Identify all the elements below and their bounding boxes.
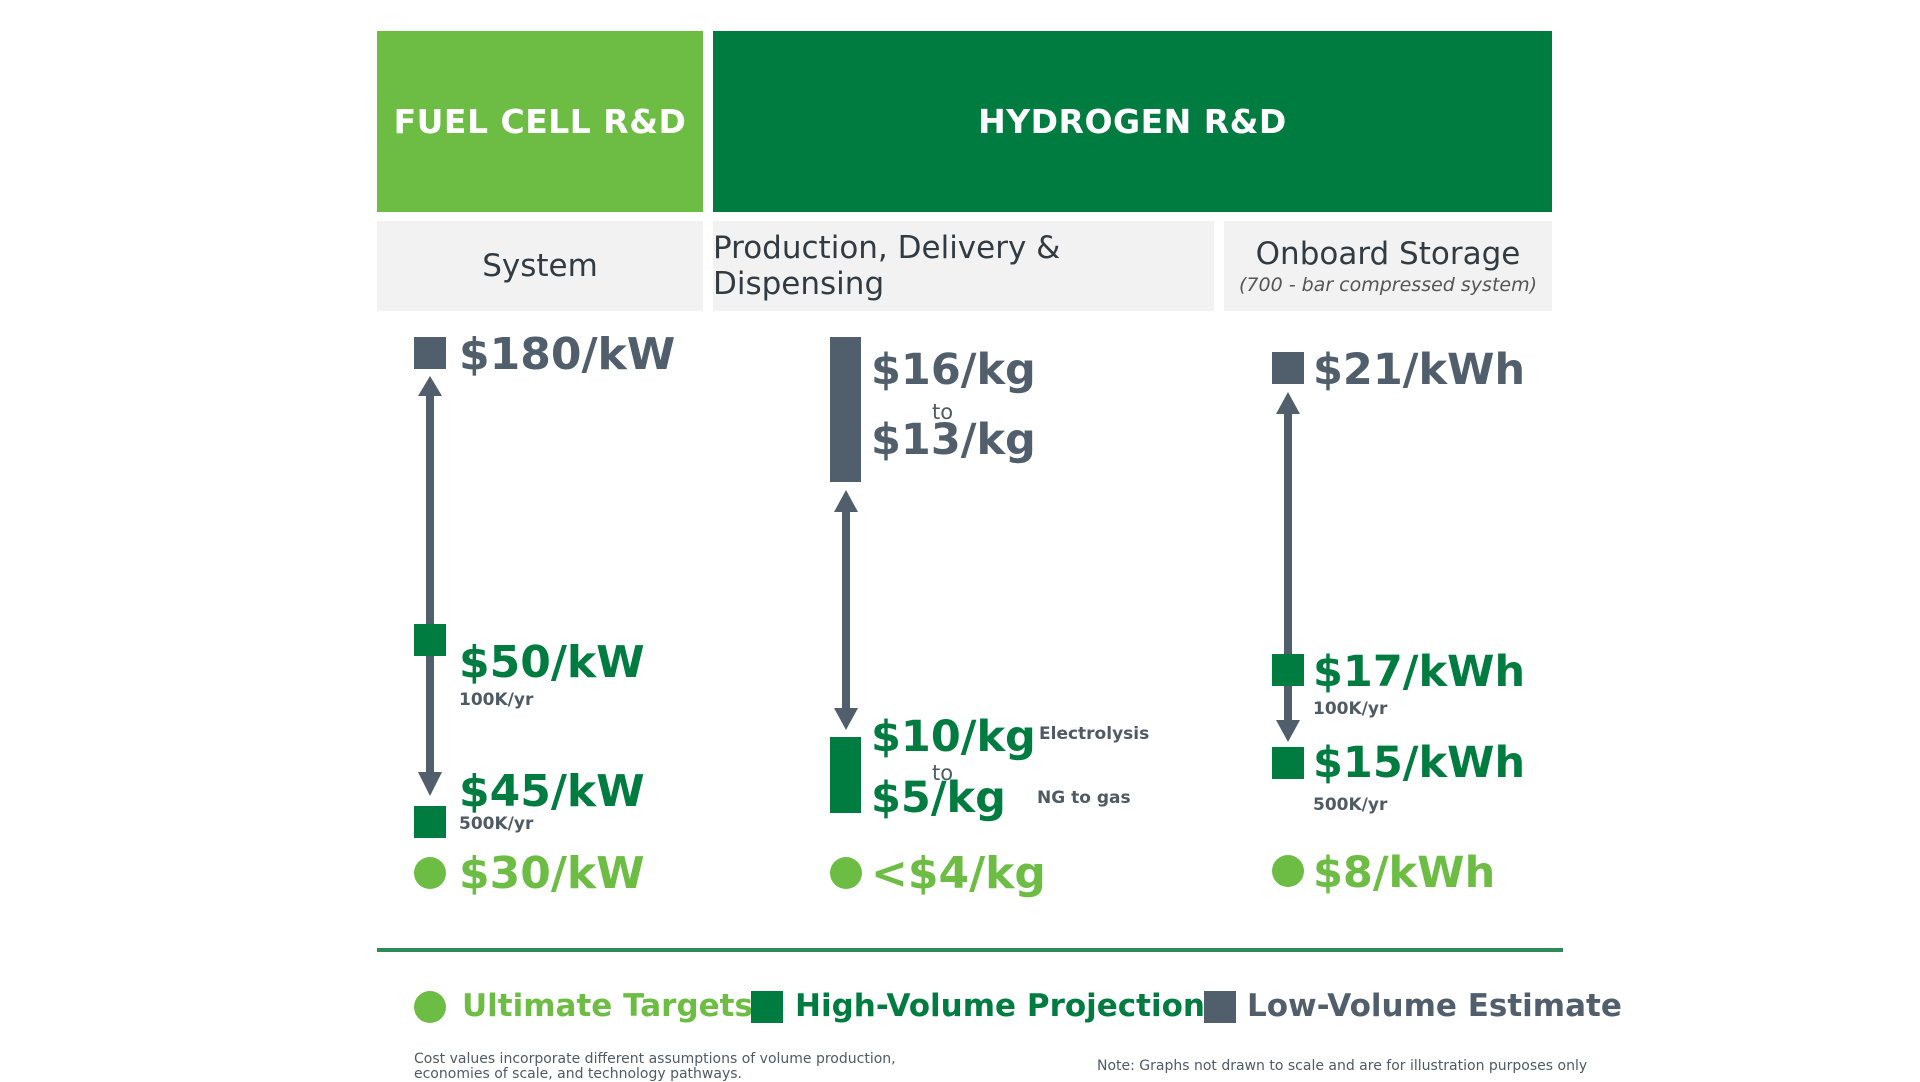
production-ultimate-circle-icon [830,857,862,889]
footnote-left: Cost values incorporate different assump… [414,1052,896,1081]
production-low-volume-top-value: $16/kg [871,345,1036,395]
fuel-cell-header-label: FUEL CELL R&D [393,102,687,141]
storage-ultimate-value: $8/kWh [1313,848,1496,898]
production-column-header: Production, Delivery & Dispensing [713,221,1214,311]
system-ultimate-circle-icon [414,857,446,889]
production-ng-to-gas-note: NG to gas [1037,788,1131,808]
system-high-volume-2-square-icon [414,806,446,838]
storage-low-volume-square-icon [1272,352,1304,384]
system-low-volume-value: $180/kW [459,329,676,380]
system-high-volume-1-value: $50/kW [459,637,645,688]
system-high-volume-2-value: $45/kW [459,766,645,817]
legend-ultimate-targets: Ultimate Targets [462,988,753,1024]
system-high-volume-1-square-icon [414,624,446,656]
production-low-volume-to: to [932,400,954,424]
footnote-left-line1: Cost values incorporate different assump… [414,1051,896,1067]
hydrogen-header: HYDROGEN R&D [713,31,1552,212]
storage-high-volume-1-value: $17/kWh [1313,647,1526,697]
production-high-volume-bottom-value: $5/kg [871,773,1006,823]
storage-column-subtitle: (700 - bar compressed system) [1239,274,1537,296]
storage-ultimate-circle-icon [1272,855,1304,887]
footnote-right: Note: Graphs not drawn to scale and are … [1097,1058,1588,1074]
legend-divider [377,948,1563,952]
high-volume-square-icon [751,991,783,1023]
legend-high-volume-projection: High-Volume Projection [795,988,1205,1024]
storage-range-arrow [1276,392,1300,742]
storage-column-header: Onboard Storage (700 - bar compressed sy… [1224,221,1552,311]
storage-high-volume-1-square-icon [1272,654,1304,686]
storage-high-volume-2-square-icon [1272,747,1304,779]
production-low-volume-bottom-value: $13/kg [871,415,1036,465]
storage-high-volume-2-value: $15/kWh [1313,738,1526,788]
storage-column-title: Onboard Storage [1255,236,1521,272]
fuel-cell-header: FUEL CELL R&D [377,31,703,212]
system-range-arrow [418,376,442,796]
system-high-volume-2-volume: 500K/yr [459,814,534,834]
legend-low-volume-estimate: Low-Volume Estimate [1247,988,1622,1024]
production-high-volume-to: to [932,761,954,785]
production-low-volume-bar-icon [830,337,861,482]
production-high-volume-top-value: $10/kg [871,712,1036,762]
production-electrolysis-note: Electrolysis [1039,724,1150,744]
system-column-header: System [377,221,703,311]
footnote-left-line2: economies of scale, and technology pathw… [414,1065,742,1082]
production-high-volume-bar-icon [830,737,861,813]
production-ultimate-value: <$4/kg [871,848,1046,899]
system-column-title: System [482,248,598,284]
ultimate-targets-circle-icon [414,991,446,1023]
system-low-volume-square-icon [414,337,446,369]
storage-high-volume-2-volume: 500K/yr [1313,795,1388,815]
production-column-title: Production, Delivery & Dispensing [713,230,1061,302]
storage-high-volume-1-volume: 100K/yr [1313,699,1388,719]
storage-low-volume-value: $21/kWh [1313,345,1526,395]
production-range-arrow [834,490,858,730]
hydrogen-header-label: HYDROGEN R&D [978,102,1287,141]
system-ultimate-value: $30/kW [459,848,645,899]
system-high-volume-1-volume: 100K/yr [459,690,534,710]
low-volume-square-icon [1204,991,1236,1023]
